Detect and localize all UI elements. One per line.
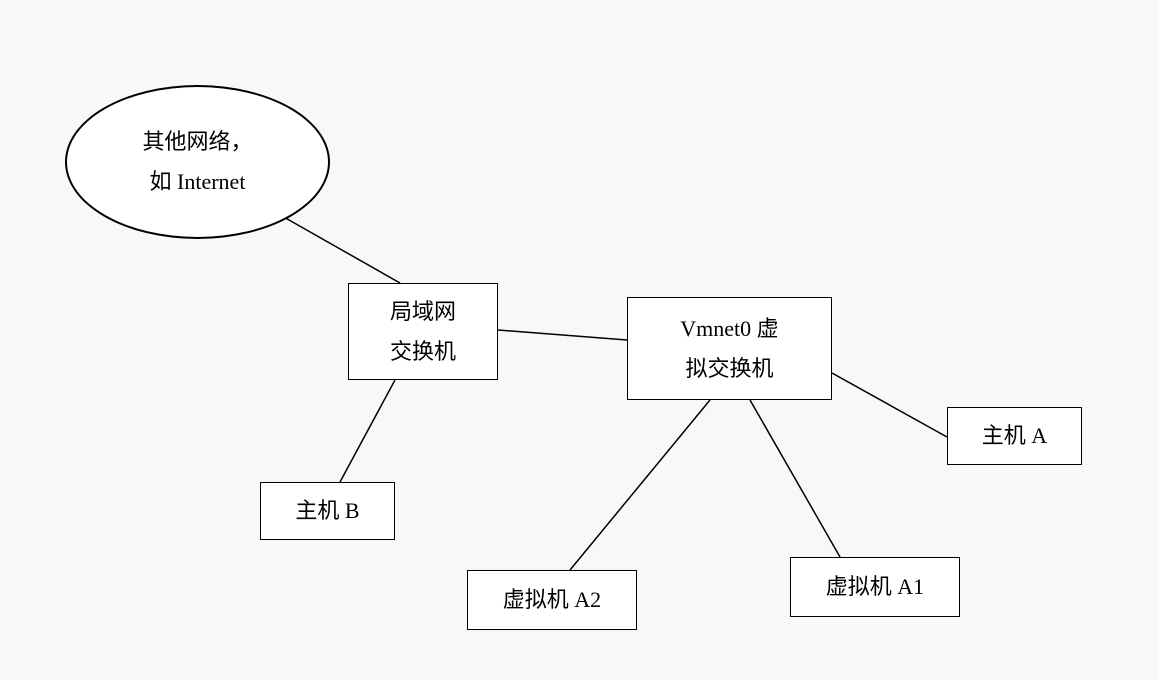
edge-vmnet0-vma1 — [750, 400, 840, 557]
node-vmnet0-line1: Vmnet0 虚 — [680, 309, 778, 349]
node-host-a-label: 主机 A — [982, 416, 1047, 456]
network-diagram: 其他网络， 如 Internet 局域网 交换机 Vmnet0 虚 拟交换机 主… — [0, 0, 1158, 680]
node-vmnet0: Vmnet0 虚 拟交换机 — [627, 297, 832, 400]
edge-internet-lanswitch — [282, 216, 400, 283]
node-host-a: 主机 A — [947, 407, 1082, 465]
node-internet-line2: 如 Internet — [150, 162, 246, 202]
edge-lanswitch-hostb — [340, 380, 395, 482]
node-host-b-label: 主机 B — [295, 491, 359, 531]
node-host-b: 主机 B — [260, 482, 395, 540]
edge-lanswitch-vmnet0 — [498, 330, 627, 340]
node-internet-line1: 其他网络， — [142, 122, 252, 162]
node-lan-switch-line2: 交换机 — [390, 332, 456, 372]
node-internet: 其他网络， 如 Internet — [65, 85, 330, 239]
node-lan-switch-line1: 局域网 — [390, 292, 456, 332]
node-vm-a2-label: 虚拟机 A2 — [503, 580, 601, 620]
node-vm-a2: 虚拟机 A2 — [467, 570, 637, 630]
node-vm-a1-label: 虚拟机 A1 — [826, 567, 924, 607]
node-lan-switch: 局域网 交换机 — [348, 283, 498, 380]
edge-vmnet0-hosta — [832, 373, 947, 437]
edge-vmnet0-vma2 — [570, 400, 710, 570]
node-vmnet0-line2: 拟交换机 — [685, 349, 773, 389]
node-vm-a1: 虚拟机 A1 — [790, 557, 960, 617]
